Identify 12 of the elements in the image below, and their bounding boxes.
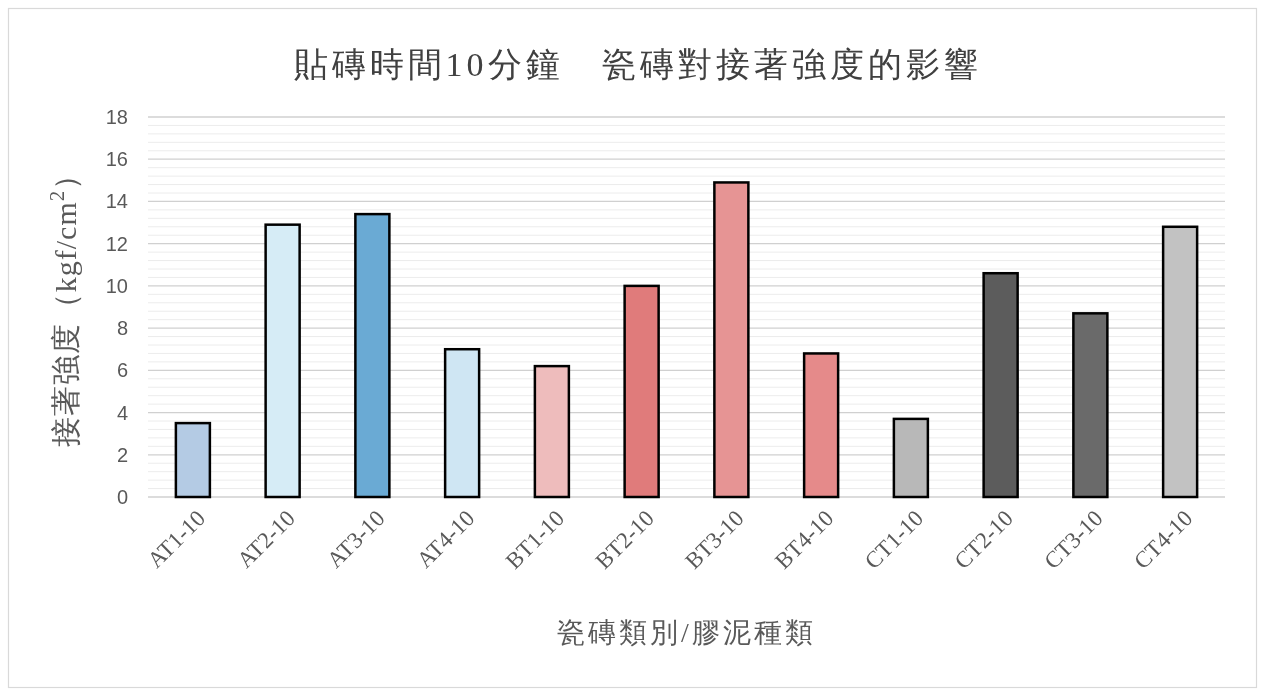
y-tick-label: 6 [116,359,128,382]
title: 貼磚時間10分鐘 瓷磚對接著強度的影響 [293,46,982,83]
xlabel: 瓷磚類別/膠泥種類 [557,617,816,648]
y-tick-label: 8 [116,317,128,340]
y-tick-label: 4 [116,401,128,424]
y-tick-label: 16 [105,148,128,171]
y-tick-label: 12 [105,232,128,255]
y-tick-label: 18 [105,106,128,128]
y-tick-label: 10 [105,274,128,297]
y-tick-label: 0 [116,486,128,508]
y-tick-label: 2 [116,443,128,466]
y-tick-label: 14 [105,190,128,213]
